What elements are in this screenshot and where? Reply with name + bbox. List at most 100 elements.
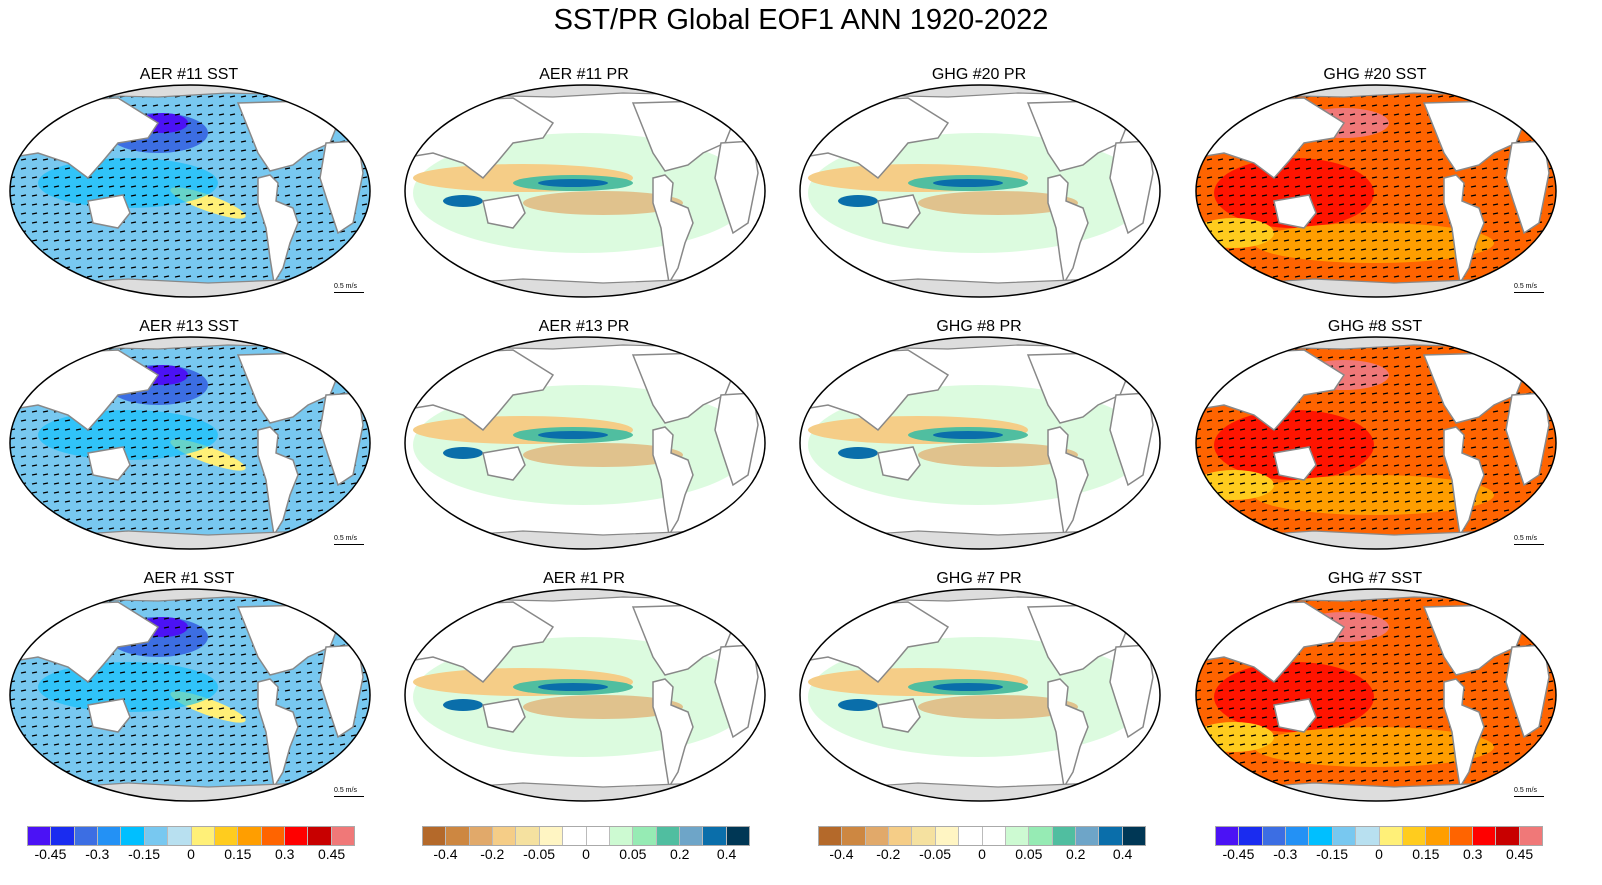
map-panel: GHG #7 PR [794,570,1164,820]
colorbar-tick-label: 0 [582,846,590,862]
map-pr [404,588,766,802]
colorbar-pr: -0.4 -0.2 -0.05 0 0.05 0.2 0.4 [818,826,1146,866]
colorbar-sst: -0.45 -0.3 -0.15 0 0.15 0.3 0.45 [27,826,355,866]
colorbar-swatch [516,827,540,845]
colorbar-tick-label: -0.4 [433,846,458,862]
reference-vector: 0.5 m/s [334,787,364,797]
colorbar-swatch [959,827,983,845]
panel-title: AER #13 SST [139,318,239,335]
colorbar-sst: -0.45 -0.3 -0.15 0 0.15 0.3 0.45 [1215,826,1543,866]
map-panel: GHG #20 SST 0.5 m/s [1190,66,1560,316]
colorbar-swatch [144,827,169,845]
colorbar-swatch [214,827,239,845]
colorbar-tick-label: 0.3 [274,846,295,862]
colorbar-swatch [912,827,936,845]
colorbar-swatch [1402,827,1427,845]
colorbar-tick-label: 0.05 [619,846,647,862]
colorbar-tick-label: 0.05 [1015,846,1043,862]
arrow-icon [1514,796,1544,797]
colorbar-swatch [1099,827,1123,845]
colorbar-swatch [1379,827,1403,845]
map-sst [1195,588,1557,802]
colorbar-swatch [982,827,1006,845]
colorbar-swatch [1286,827,1310,845]
colorbar-swatch [308,827,332,845]
colorbar-swatch [98,827,122,845]
colorbar-swatch [633,827,657,845]
map-panel: AER #1 SST 0.5 m/s [4,570,374,820]
panel-title: AER #1 SST [143,570,235,587]
colorbar-swatch [1239,827,1263,845]
colorbar-swatch [889,827,913,845]
colorbar-tick-label: -0.3 [85,846,110,862]
colorbar-tick-label: 0 [1375,846,1383,862]
map-sst [1195,336,1557,550]
colorbar-swatch [331,827,355,845]
colorbar-swatch [1052,827,1076,845]
map-sst [1195,84,1557,298]
panel-title: AER #11 SST [139,66,239,83]
colorbar-swatch [261,827,285,845]
map-panel: GHG #8 PR [794,318,1164,568]
arrow-icon [334,796,364,797]
colorbar-tick-label: -0.4 [829,846,854,862]
panel-title: AER #11 PR [539,66,629,83]
colorbar-swatch [1519,827,1543,845]
panel-title: GHG #7 PR [936,570,1022,587]
colorbar-swatch [1216,827,1240,845]
colorbar-pr: -0.4 -0.2 -0.05 0 0.05 0.2 0.4 [422,826,750,866]
panel-title: GHG #8 PR [936,318,1022,335]
colorbar-swatch [935,827,960,845]
panel-title: GHG #20 PR [931,66,1027,83]
colorbar-swatch [469,827,494,845]
arrow-icon [334,544,364,545]
colorbar-swatch [1356,827,1380,845]
colorbar-swatch [1426,827,1450,845]
colorbar-swatch [609,827,634,845]
panel-title: GHG #8 SST [1327,318,1423,335]
colorbar-tick-label: -0.3 [1273,846,1298,862]
colorbar-swatch [423,827,447,845]
colorbar-swatch [51,827,75,845]
colorbar-swatch [1029,827,1053,845]
colorbar-tick-label: 0.4 [716,846,737,862]
colorbar-swatch [28,827,52,845]
colorbar-tick-label: 0.3 [1462,846,1483,862]
colorbar-tick-label: 0.15 [1412,846,1440,862]
colorbar-swatch [842,827,866,845]
colorbar-tick-label: 0.2 [669,846,690,862]
panel-title: AER #13 PR [538,318,630,335]
colorbar-tick-label: 0 [978,846,986,862]
colorbar-swatch [74,827,99,845]
colorbar-swatch [865,827,890,845]
colorbar-swatch [819,827,843,845]
colorbar-swatch [656,827,680,845]
colorbar-swatch [679,827,704,845]
colorbar-swatch [539,827,564,845]
colorbar-swatch [168,827,192,845]
colorbar-swatch [493,827,517,845]
map-pr [799,588,1161,802]
colorbar-swatch [1005,827,1030,845]
colorbar-swatch [1075,827,1100,845]
colorbar-swatch [1309,827,1333,845]
colorbar-tick-label: -0.45 [34,846,67,862]
colorbar-swatch [121,827,145,845]
map-panel: AER #11 SST 0.5 m/s [4,66,374,316]
arrow-icon [1514,292,1544,293]
colorbar-swatch [284,827,309,845]
reference-vector: 0.5 m/s [1514,535,1544,545]
colorbar-swatch [1262,827,1287,845]
colorbar-swatch [563,827,587,845]
colorbar-swatch [726,827,750,845]
map-sst [9,336,371,550]
map-panel: AER #13 SST 0.5 m/s [4,318,374,568]
map-panel: GHG #8 SST 0.5 m/s [1190,318,1560,568]
colorbar-tick-label: -0.2 [876,846,901,862]
figure-title: SST/PR Global EOF1 ANN 1920-2022 [553,4,1049,36]
colorbar-swatch [1449,827,1473,845]
colorbar-swatch [1496,827,1520,845]
colorbar-swatch [191,827,215,845]
panel-title: GHG #20 SST [1323,66,1427,83]
map-pr [404,84,766,298]
